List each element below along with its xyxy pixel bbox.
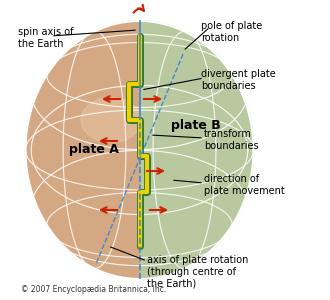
Text: axis of plate rotation
(through centre of
the Earth): axis of plate rotation (through centre o… <box>147 255 248 288</box>
Text: direction of
plate movement: direction of plate movement <box>204 174 285 196</box>
Text: divergent plate
boundaries: divergent plate boundaries <box>201 69 276 91</box>
Text: plate A: plate A <box>69 143 119 157</box>
Ellipse shape <box>25 21 253 279</box>
Ellipse shape <box>25 21 253 279</box>
Text: pole of plate
rotation: pole of plate rotation <box>201 21 262 43</box>
Text: plate B: plate B <box>171 119 221 133</box>
Text: © 2007 Encyclopædia Britannica, Inc.: © 2007 Encyclopædia Britannica, Inc. <box>21 285 166 294</box>
Ellipse shape <box>81 98 141 142</box>
Text: spin axis of
the Earth: spin axis of the Earth <box>18 27 74 49</box>
Text: transform
boundaries: transform boundaries <box>204 129 259 151</box>
